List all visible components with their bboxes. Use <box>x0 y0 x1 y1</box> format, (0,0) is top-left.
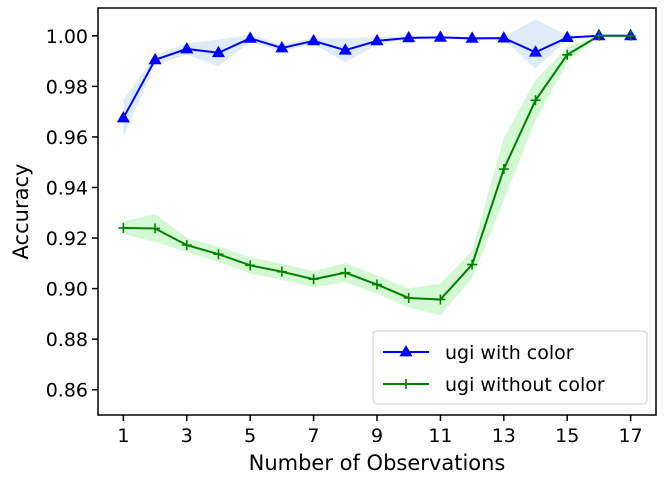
point-ugi-with-color <box>497 31 511 43</box>
point-ugi-without-color <box>435 294 446 305</box>
legend-marker-triangle <box>399 344 413 357</box>
x-axis-ticks: 1 3 5 7 9 11 13 15 17 <box>117 415 643 447</box>
point-ugi-with-color <box>211 45 226 58</box>
point-ugi-with-color <box>528 45 543 57</box>
point-ugi-without-color <box>530 95 541 106</box>
point-ugi-with-color <box>560 30 574 42</box>
point-ugi-without-color <box>562 49 573 60</box>
x-tick-label: 17 <box>619 425 643 447</box>
x-tick-label: 9 <box>371 425 383 447</box>
point-ugi-without-color <box>498 164 509 175</box>
series-markers <box>116 28 638 305</box>
point-ugi-without-color <box>245 260 256 271</box>
point-ugi-without-color <box>150 223 161 234</box>
legend-label-ugi-without-color: ugi without color <box>445 374 605 396</box>
point-ugi-without-color <box>213 249 224 260</box>
legend-marker-plus <box>401 379 411 389</box>
point-ugi-with-color <box>370 33 384 46</box>
y-axis-ticks: 0.86 0.88 0.90 0.92 0.94 0.96 0.98 1.00 <box>46 26 98 402</box>
y-tick-label: 0.90 <box>46 279 88 301</box>
point-ugi-without-color <box>340 267 351 278</box>
point-ugi-without-color <box>403 292 414 303</box>
y-tick-label: 0.98 <box>46 76 88 98</box>
legend-label-ugi-with-color: ugi with color <box>445 342 574 364</box>
y-tick-label: 0.86 <box>46 380 88 402</box>
x-tick-label: 7 <box>308 425 320 447</box>
legend-box <box>372 330 648 405</box>
x-tick-label: 11 <box>428 425 452 447</box>
x-tick-label: 5 <box>244 425 256 447</box>
point-ugi-without-color <box>372 279 382 290</box>
confidence-bands <box>123 19 631 316</box>
point-ugi-without-color <box>308 274 319 285</box>
y-tick-label: 0.96 <box>46 127 88 149</box>
point-ugi-with-color <box>307 33 321 46</box>
y-tick-label: 0.92 <box>46 228 88 250</box>
band-ugi-without-color <box>123 35 631 316</box>
point-ugi-with-color <box>243 31 257 43</box>
point-ugi-with-color <box>275 40 289 53</box>
legend: ugi with color ugi without color <box>372 330 648 405</box>
y-tick-label: 1.00 <box>46 26 88 48</box>
point-ugi-without-color <box>181 240 192 251</box>
y-tick-label: 0.94 <box>46 177 88 199</box>
point-ugi-with-color <box>116 110 130 123</box>
y-tick-label: 0.88 <box>46 329 88 351</box>
point-ugi-with-color <box>465 31 479 43</box>
x-tick-label: 3 <box>181 425 193 447</box>
point-ugi-without-color <box>467 259 478 270</box>
point-ugi-with-color <box>180 41 194 54</box>
point-ugi-with-color <box>402 30 416 43</box>
x-axis-label: Number of Observations <box>249 451 506 475</box>
point-ugi-without-color <box>276 266 287 277</box>
point-ugi-with-color <box>338 43 352 55</box>
point-ugi-without-color <box>118 222 129 233</box>
point-ugi-without-color <box>593 30 604 41</box>
x-tick-label: 15 <box>555 425 579 447</box>
x-tick-label: 13 <box>492 425 516 447</box>
point-ugi-without-color <box>625 30 636 41</box>
point-ugi-with-color <box>148 52 162 65</box>
x-tick-label: 1 <box>117 425 129 447</box>
y-axis-label: Accuracy <box>9 164 33 260</box>
point-ugi-with-color <box>433 30 447 42</box>
